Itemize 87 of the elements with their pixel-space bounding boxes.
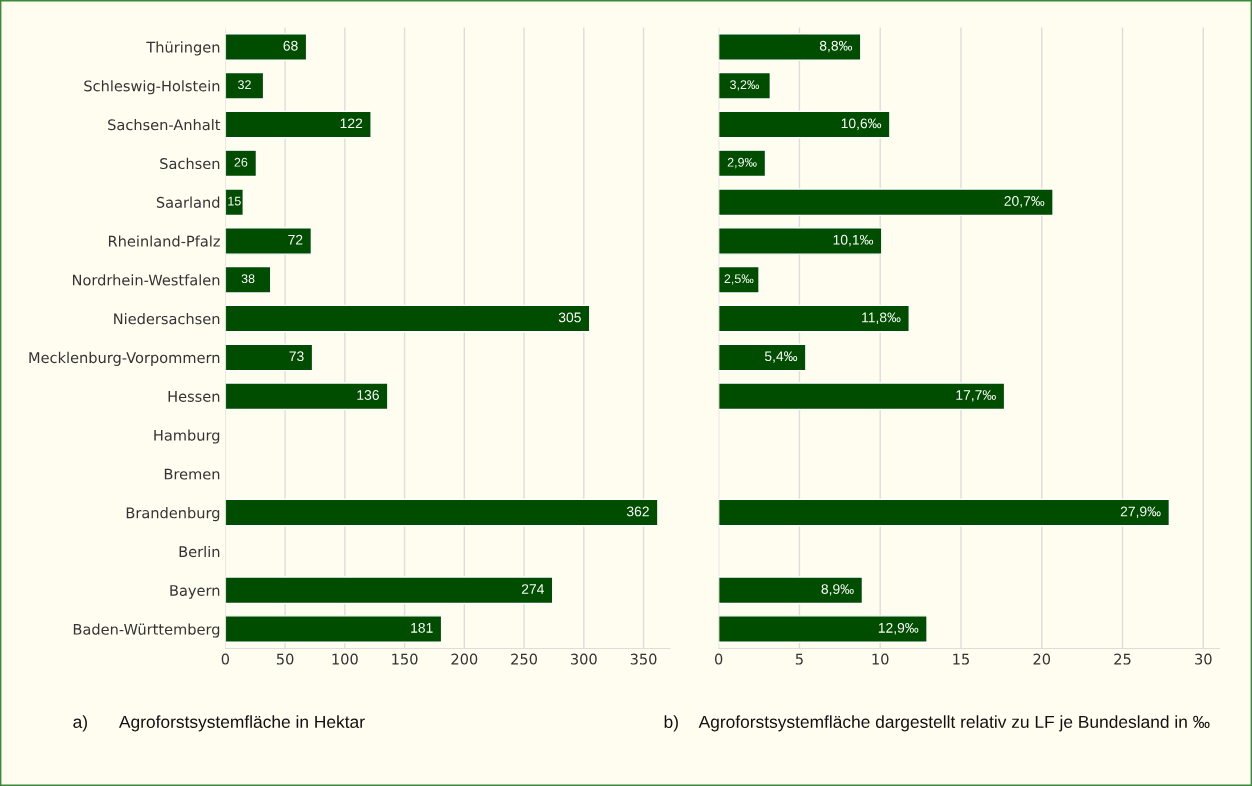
bar bbox=[225, 576, 554, 605]
bar bbox=[718, 498, 1171, 527]
bar bbox=[225, 498, 659, 527]
data-label: 5,4‰ bbox=[764, 351, 798, 363]
text: b) bbox=[664, 715, 678, 732]
y-tick-label: Baden-Württemberg bbox=[73, 623, 220, 638]
text: a) bbox=[73, 715, 87, 732]
data-label: 68 bbox=[283, 40, 298, 51]
data-label: 27,9‰ bbox=[1120, 506, 1161, 518]
bar bbox=[718, 188, 1054, 217]
data-label: 362 bbox=[626, 506, 649, 517]
text: Agroforstsystemfläche in Hektar bbox=[118, 715, 365, 732]
bar bbox=[225, 343, 314, 372]
x-tick-label: 30 bbox=[1195, 653, 1212, 665]
data-label: 20,7‰ bbox=[1004, 196, 1045, 208]
data-label: 72 bbox=[288, 234, 303, 245]
y-tick-label: Thüringen bbox=[146, 41, 220, 56]
data-label: 12,9‰ bbox=[878, 622, 919, 635]
y-tick-label: Niedersachsen bbox=[114, 313, 220, 325]
x-tick-label: 200 bbox=[451, 653, 478, 665]
bar bbox=[718, 265, 760, 294]
bar bbox=[718, 615, 928, 643]
bar bbox=[718, 382, 1006, 411]
data-label: 73 bbox=[289, 351, 304, 362]
bar bbox=[225, 615, 443, 643]
y-tick-label: Bremen bbox=[164, 468, 220, 480]
x-tick-label: 25 bbox=[1114, 653, 1131, 665]
data-label: 32 bbox=[238, 80, 251, 90]
data-label: 8,9‰ bbox=[821, 584, 854, 596]
bar bbox=[718, 304, 910, 333]
data-label: 11,8‰ bbox=[862, 312, 901, 324]
y-tick-label: Rheinland-Pfalz bbox=[108, 235, 220, 247]
x-tick-label: 250 bbox=[511, 653, 538, 665]
data-label: 122 bbox=[340, 118, 363, 129]
text: Agroforstsystemfläche dargestellt relativ zu LF je Bundesland in ‰ bbox=[698, 715, 1210, 732]
x-tick-label: 5 bbox=[795, 653, 803, 665]
data-label: 136 bbox=[357, 390, 379, 400]
y-tick-label: Sachsen-Anhalt bbox=[108, 118, 221, 131]
data-label: 26 bbox=[234, 157, 248, 167]
x-tick-label: 15 bbox=[953, 653, 969, 665]
data-label: 3,2‰ bbox=[730, 80, 760, 91]
bar bbox=[225, 304, 591, 333]
bar bbox=[718, 110, 891, 139]
data-label: 2,5‰ bbox=[724, 274, 754, 285]
x-tick-label: 0 bbox=[714, 653, 723, 665]
y-tick-label: Schleswig-Holstein bbox=[84, 80, 220, 95]
y-tick-label: Sachsen bbox=[160, 157, 220, 170]
bar bbox=[718, 149, 767, 178]
bar bbox=[718, 227, 883, 255]
bar bbox=[718, 343, 807, 372]
bar bbox=[718, 576, 864, 605]
bar bbox=[718, 71, 772, 100]
data-label: 17,7‰ bbox=[956, 390, 996, 402]
y-tick-label: Mecklenburg-Vorpommern bbox=[29, 351, 220, 366]
x-tick-label: 100 bbox=[332, 653, 358, 665]
data-label: 305 bbox=[558, 312, 581, 323]
bar bbox=[225, 188, 244, 217]
data-label: 181 bbox=[411, 622, 433, 633]
bar bbox=[225, 33, 308, 61]
data-label: 10,1‰ bbox=[833, 234, 874, 247]
bar bbox=[225, 71, 265, 100]
data-label: 38 bbox=[241, 274, 255, 284]
bar bbox=[225, 110, 372, 139]
x-tick-label: 20 bbox=[1033, 653, 1051, 665]
data-label: 8,8‰ bbox=[819, 40, 853, 53]
y-tick-label: Hamburg bbox=[154, 429, 220, 444]
y-tick-label: Hessen bbox=[168, 391, 220, 402]
x-tick-label: 350 bbox=[630, 653, 657, 665]
x-tick-label: 10 bbox=[872, 653, 889, 665]
bar bbox=[225, 265, 272, 294]
x-tick-label: 150 bbox=[392, 653, 418, 665]
bar bbox=[225, 149, 258, 178]
data-label: 10,6‰ bbox=[841, 118, 882, 130]
data-label: 15 bbox=[228, 196, 241, 206]
y-tick-label: Saarland bbox=[156, 196, 220, 208]
x-tick-label: 300 bbox=[570, 653, 597, 665]
y-tick-label: Berlin bbox=[179, 545, 220, 558]
y-tick-label: Nordrhein-Westfalen bbox=[72, 274, 220, 286]
y-tick-label: Bayern bbox=[170, 585, 220, 599]
bar bbox=[225, 382, 389, 411]
bar bbox=[225, 227, 313, 255]
data-label: 274 bbox=[521, 584, 544, 594]
bar bbox=[718, 33, 862, 61]
x-tick-label: 50 bbox=[276, 653, 294, 665]
y-tick-label: Brandenburg bbox=[126, 507, 220, 522]
x-tick-label: 0 bbox=[221, 653, 230, 665]
data-label: 2,9‰ bbox=[727, 157, 757, 169]
